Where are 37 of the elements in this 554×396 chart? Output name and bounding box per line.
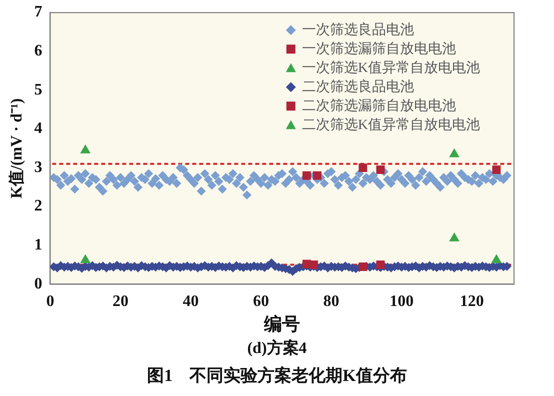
text: (d)方案4 [246,338,308,359]
point [491,254,502,264]
point [312,171,322,180]
y-axis-title: K值/(mV · d⁻¹) [8,98,26,198]
point [80,144,91,154]
y-tick-label: 1 [34,236,42,254]
x-tick-label: 0 [46,292,54,310]
x-tick-label: 40 [182,292,199,310]
legend-label: 一次筛选漏筛自放电电池 [302,40,456,57]
y-tick-label: 7 [34,4,42,21]
point [376,166,385,174]
point [492,166,501,174]
legend-label: 一次筛选良品电池 [302,22,414,38]
y-tick-label: 6 [34,42,42,60]
point [80,254,91,264]
legend-label: 二次筛选漏筛自放电电池 [302,98,456,114]
point [449,232,460,242]
y-tick-label: 2 [34,198,42,215]
point [449,148,460,158]
point [358,262,368,271]
x-tick-label: 100 [390,292,414,310]
point [376,260,385,270]
caption: 图1 不同实验方案老化期K值分布 [146,365,408,387]
x-axis-title: 编号 [263,314,300,334]
x-tick-label: 80 [323,292,340,310]
y-tick-label: 0 [34,275,42,292]
x-tick-label: 60 [253,292,270,310]
y-tick-label: 4 [34,120,42,138]
point [358,164,368,172]
y-tick-label: 3 [34,158,42,176]
y-tick-label: 5 [34,81,42,98]
legend-label: 二次筛选良品电池 [302,78,414,95]
point [302,171,311,180]
x-tick-label: 20 [112,292,128,310]
x-tick-label: 120 [460,292,484,310]
legend-label: 一次筛选K值异常自放电电池 [302,60,480,76]
legend-label: 二次筛选K值异常自放电电池 [302,116,480,133]
